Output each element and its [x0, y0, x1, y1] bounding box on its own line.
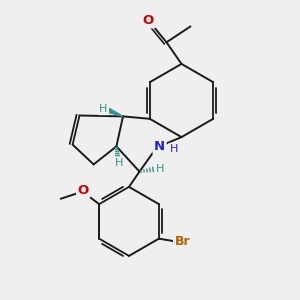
Text: O: O — [78, 184, 89, 196]
Text: H: H — [99, 104, 108, 114]
Polygon shape — [108, 109, 123, 116]
Text: O: O — [143, 14, 154, 27]
Text: H: H — [155, 164, 164, 174]
Text: H: H — [115, 158, 124, 168]
Text: H: H — [170, 144, 178, 154]
Text: Br: Br — [175, 235, 190, 248]
Text: N: N — [154, 140, 165, 154]
